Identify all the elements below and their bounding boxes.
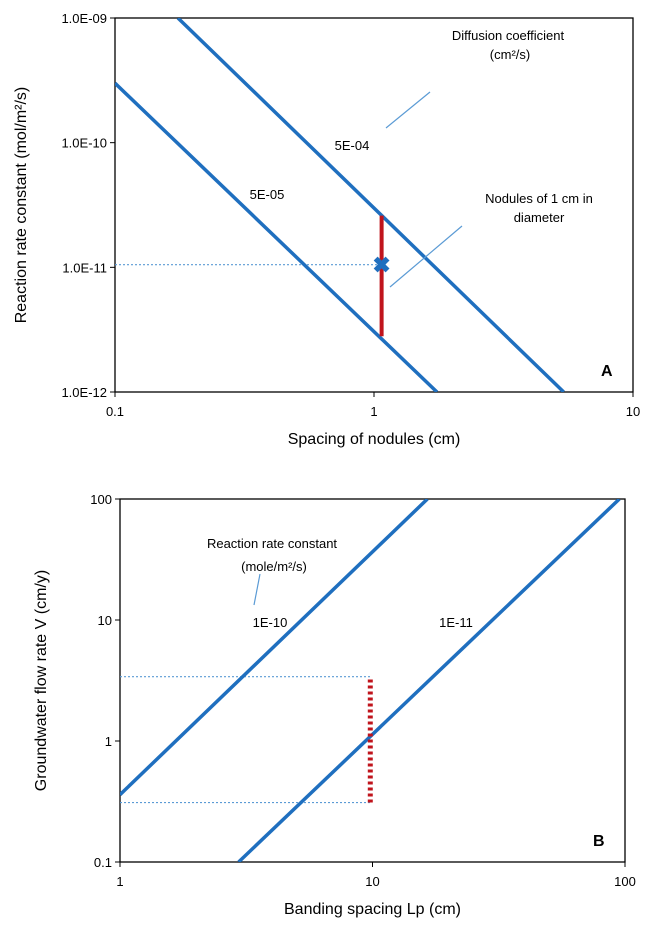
panel-label: A xyxy=(601,363,613,380)
diffusion-coefficient-unit: (cm²/s) xyxy=(490,47,530,62)
y-tick-label: 0.1 xyxy=(94,855,112,870)
panel-a: 0.1 1 10 1.0E-12 1.0E-11 1.0E-10 1.0E-09 ✖ Spaci… xyxy=(13,11,640,448)
x-axis-title: Spacing of nodules (cm) xyxy=(288,431,461,448)
rate-constant-title: Reaction rate constant xyxy=(207,536,337,551)
x-tick-label: 1 xyxy=(116,874,123,889)
panel-b: 1 10 100 0.1 1 10 100 Banding spacing Lp (cm) Gr… xyxy=(33,492,636,918)
series-label-1e-11: 1E-11 xyxy=(439,615,473,630)
data-marker: ✖ xyxy=(372,253,390,278)
x-tick-label: 10 xyxy=(626,404,640,419)
panel-label: B xyxy=(593,833,605,850)
y-axis-title: Reaction rate constant (mol/m²/s) xyxy=(13,87,30,324)
y-tick-label: 1.0E-10 xyxy=(61,136,107,151)
nodules-label-line1: Nodules of 1 cm in xyxy=(485,191,593,206)
series-label-5e-05: 5E-05 xyxy=(250,187,285,202)
y-tick-label: 100 xyxy=(90,492,112,507)
plot-area xyxy=(115,18,565,392)
x-tick-label: 1 xyxy=(370,404,377,419)
x-tick-label: 100 xyxy=(614,874,636,889)
series-label-1e-10: 1E-10 xyxy=(253,615,288,630)
y-axis-title: Groundwater flow rate V (cm/y) xyxy=(33,570,50,791)
y-tick-label: 1.0E-12 xyxy=(61,385,107,400)
series-line-5e-04 xyxy=(176,18,565,392)
plot-area xyxy=(120,499,621,862)
x-tick-label: 10 xyxy=(365,874,379,889)
y-tick-label: 1 xyxy=(105,734,112,749)
rate-leader-line xyxy=(253,573,261,606)
y-tick-label: 1.0E-09 xyxy=(61,11,107,26)
y-tick-label: 1.0E-11 xyxy=(62,260,107,275)
diffusion-coefficient-title: Diffusion coefficient xyxy=(452,28,565,43)
nodules-label-line2: diameter xyxy=(514,210,565,225)
x-tick-label: 0.1 xyxy=(106,404,124,419)
diffusion-leader-line xyxy=(385,91,431,129)
y-tick-label: 10 xyxy=(98,613,112,628)
x-axis-title: Banding spacing Lp (cm) xyxy=(284,901,461,918)
series-line-1e-11 xyxy=(237,499,621,862)
series-label-5e-04: 5E-04 xyxy=(335,138,370,153)
nodules-leader-line xyxy=(389,225,463,288)
series-line-1e-10 xyxy=(120,499,429,796)
rate-constant-unit: (mole/m²/s) xyxy=(241,559,307,574)
series-line-5e-05 xyxy=(115,81,439,392)
